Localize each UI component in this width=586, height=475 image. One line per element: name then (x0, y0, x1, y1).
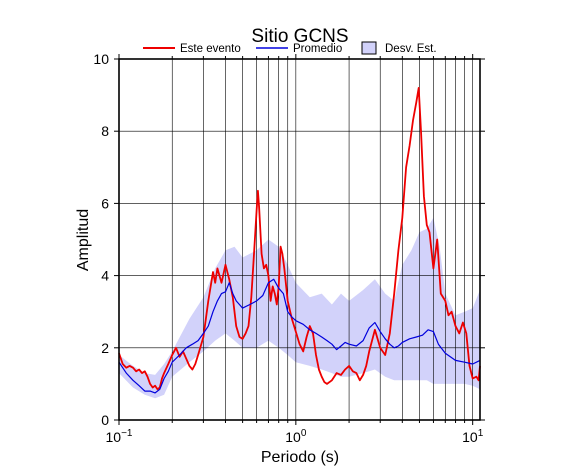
legend-label-este-evento: Este evento (180, 43, 241, 55)
chart-title: Sitio GCNS (251, 26, 348, 47)
y-tick-label: 4 (101, 268, 109, 284)
plot-area: 0 2 4 6 8 10 10−1 100 101 (93, 51, 485, 445)
std-dev-band (119, 217, 480, 399)
legend-label-desv-est: Desv. Est. (385, 43, 437, 55)
x-tick-label: 100 (285, 428, 307, 445)
x-tick-label: 10−1 (106, 428, 133, 445)
x-axis-label: Periodo (s) (261, 449, 339, 466)
x-tick-label: 101 (462, 428, 484, 445)
y-tick-label: 6 (101, 195, 109, 211)
y-tick-label: 8 (101, 123, 109, 139)
plot-frame (118, 58, 481, 421)
y-tick-label: 10 (93, 51, 109, 67)
series-line-promedio (118, 278, 481, 394)
y-axis-label: Amplitud (75, 209, 92, 271)
legend: Este evento Promedio Desv. Est. (143, 41, 437, 55)
legend-label-promedio: Promedio (293, 43, 342, 55)
y-tick-label: 2 (101, 340, 109, 356)
series-line-este-evento (118, 87, 481, 391)
y-tick-label: 0 (101, 412, 109, 428)
legend-swatch-desv-est (361, 41, 377, 55)
